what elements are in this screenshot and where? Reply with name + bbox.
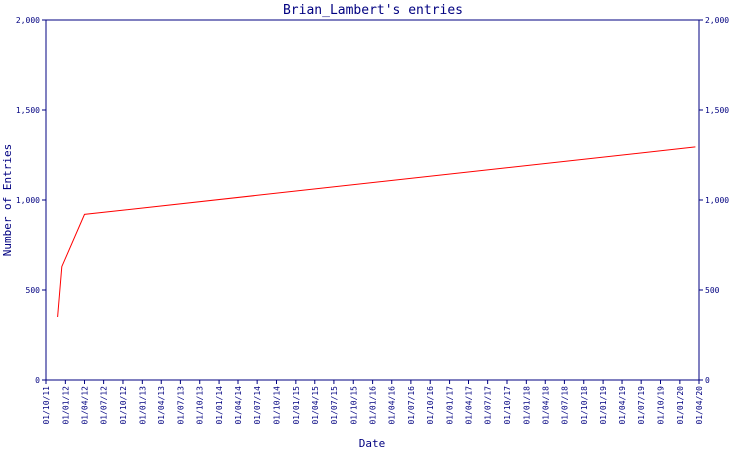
y-tick-label-right: 1,500	[705, 106, 729, 115]
plot-border	[45, 19, 700, 381]
x-tick-label: 01/07/12	[100, 386, 109, 425]
x-tick-label: 01/04/17	[465, 386, 474, 425]
y-axis-label: Number of Entries	[1, 144, 14, 257]
x-tick-label: 01/10/15	[349, 386, 358, 425]
x-tick-label: 01/10/12	[119, 386, 128, 425]
x-tick-label: 01/04/13	[157, 386, 166, 425]
x-tick-label: 01/01/12	[61, 386, 70, 425]
x-tick-label: 01/04/19	[618, 386, 627, 425]
x-tick-label: 01/07/18	[560, 386, 569, 425]
x-tick-label: 01/07/13	[176, 386, 185, 425]
x-tick-label: 01/10/13	[196, 386, 205, 425]
x-tick-label: 01/04/18	[541, 386, 550, 425]
x-tick-label: 01/01/14	[215, 386, 224, 425]
x-tick-label: 01/10/18	[580, 386, 589, 425]
x-tick-label: 01/04/12	[80, 386, 89, 425]
y-tick-label-left: 2,000	[16, 16, 40, 25]
x-tick-label: 01/10/19	[657, 386, 666, 425]
x-tick-label: 01/01/13	[138, 386, 147, 425]
y-tick-label-left: 1,500	[16, 106, 40, 115]
x-tick-label: 01/07/17	[484, 386, 493, 425]
x-tick-label: 01/07/19	[637, 386, 646, 425]
series-line	[57, 146, 696, 318]
x-axis: 01/10/11 01/01/12 01/04/12 01/07/12 01/10/12…	[42, 380, 704, 425]
y-axis-right: 0 500 1,000 1,500 2,000	[699, 16, 729, 385]
series-layer	[57, 146, 696, 318]
y-tick-label-right: 2,000	[705, 16, 729, 25]
x-tick-label: 01/01/18	[522, 386, 531, 425]
x-tick-label: 01/01/19	[599, 386, 608, 425]
chart-title: Brian_Lambert's entries	[283, 3, 463, 18]
x-tick-label: 01/04/20	[695, 386, 704, 425]
x-tick-label: 01/01/16	[369, 386, 378, 425]
x-tick-label: 01/01/20	[676, 386, 685, 425]
plot-frame	[45, 19, 700, 381]
x-tick-label: 01/04/16	[388, 386, 397, 425]
x-tick-label: 01/04/15	[311, 386, 320, 425]
x-tick-label: 01/07/14	[253, 386, 262, 425]
y-tick-label-left: 0	[35, 376, 40, 385]
x-tick-label: 01/07/16	[407, 386, 416, 425]
x-tick-label: 01/10/17	[503, 386, 512, 425]
y-axis-left: 0 500 1,000 1,500 2,000	[16, 16, 46, 385]
y-tick-label-right: 500	[705, 286, 720, 295]
x-tick-label: 01/01/17	[446, 386, 455, 425]
y-tick-label-right: 1,000	[705, 196, 729, 205]
x-tick-label: 01/01/15	[292, 386, 301, 425]
x-tick-label: 01/07/15	[330, 386, 339, 425]
x-tick-label: 01/04/14	[234, 386, 243, 425]
x-axis-label: Date	[359, 437, 386, 450]
x-tick-label: 01/10/14	[272, 386, 281, 425]
y-tick-label-left: 500	[26, 286, 41, 295]
y-tick-label-right: 0	[705, 376, 710, 385]
x-tick-label: 01/10/16	[426, 386, 435, 425]
y-tick-label-left: 1,000	[16, 196, 40, 205]
x-tick-label: 01/10/11	[42, 386, 51, 425]
